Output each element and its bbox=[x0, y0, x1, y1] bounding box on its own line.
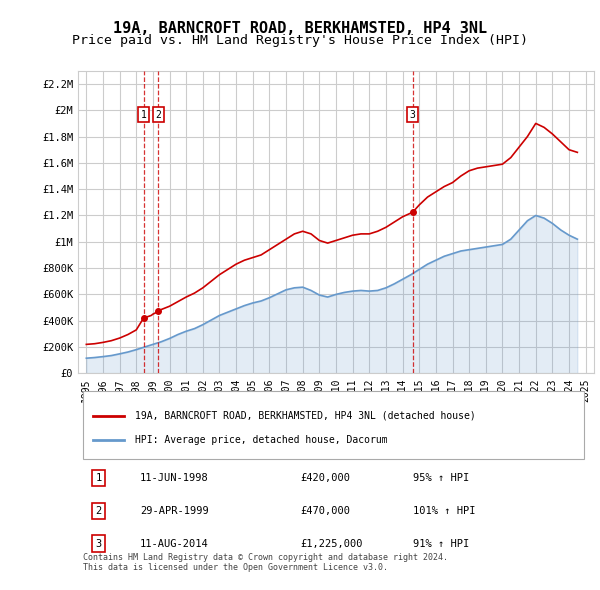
Text: 11-AUG-2014: 11-AUG-2014 bbox=[140, 539, 209, 549]
Text: 91% ↑ HPI: 91% ↑ HPI bbox=[413, 539, 470, 549]
Text: 95% ↑ HPI: 95% ↑ HPI bbox=[413, 473, 470, 483]
Text: Contains HM Land Registry data © Crown copyright and database right 2024.
This d: Contains HM Land Registry data © Crown c… bbox=[83, 553, 448, 572]
Text: £420,000: £420,000 bbox=[300, 473, 350, 483]
Text: 1: 1 bbox=[140, 110, 146, 120]
Text: 2: 2 bbox=[95, 506, 102, 516]
Text: 19A, BARNCROFT ROAD, BERKHAMSTED, HP4 3NL: 19A, BARNCROFT ROAD, BERKHAMSTED, HP4 3N… bbox=[113, 21, 487, 35]
Text: £470,000: £470,000 bbox=[300, 506, 350, 516]
Text: 11-JUN-1998: 11-JUN-1998 bbox=[140, 473, 209, 483]
Text: £1,225,000: £1,225,000 bbox=[300, 539, 362, 549]
Text: HPI: Average price, detached house, Dacorum: HPI: Average price, detached house, Daco… bbox=[135, 435, 388, 445]
Text: 29-APR-1999: 29-APR-1999 bbox=[140, 506, 209, 516]
Text: 101% ↑ HPI: 101% ↑ HPI bbox=[413, 506, 476, 516]
Text: 2: 2 bbox=[155, 110, 161, 120]
FancyBboxPatch shape bbox=[83, 392, 584, 459]
Text: 19A, BARNCROFT ROAD, BERKHAMSTED, HP4 3NL (detached house): 19A, BARNCROFT ROAD, BERKHAMSTED, HP4 3N… bbox=[135, 411, 476, 421]
Text: Price paid vs. HM Land Registry's House Price Index (HPI): Price paid vs. HM Land Registry's House … bbox=[72, 34, 528, 47]
Text: 3: 3 bbox=[95, 539, 102, 549]
Text: 1: 1 bbox=[95, 473, 102, 483]
Text: 3: 3 bbox=[410, 110, 416, 120]
